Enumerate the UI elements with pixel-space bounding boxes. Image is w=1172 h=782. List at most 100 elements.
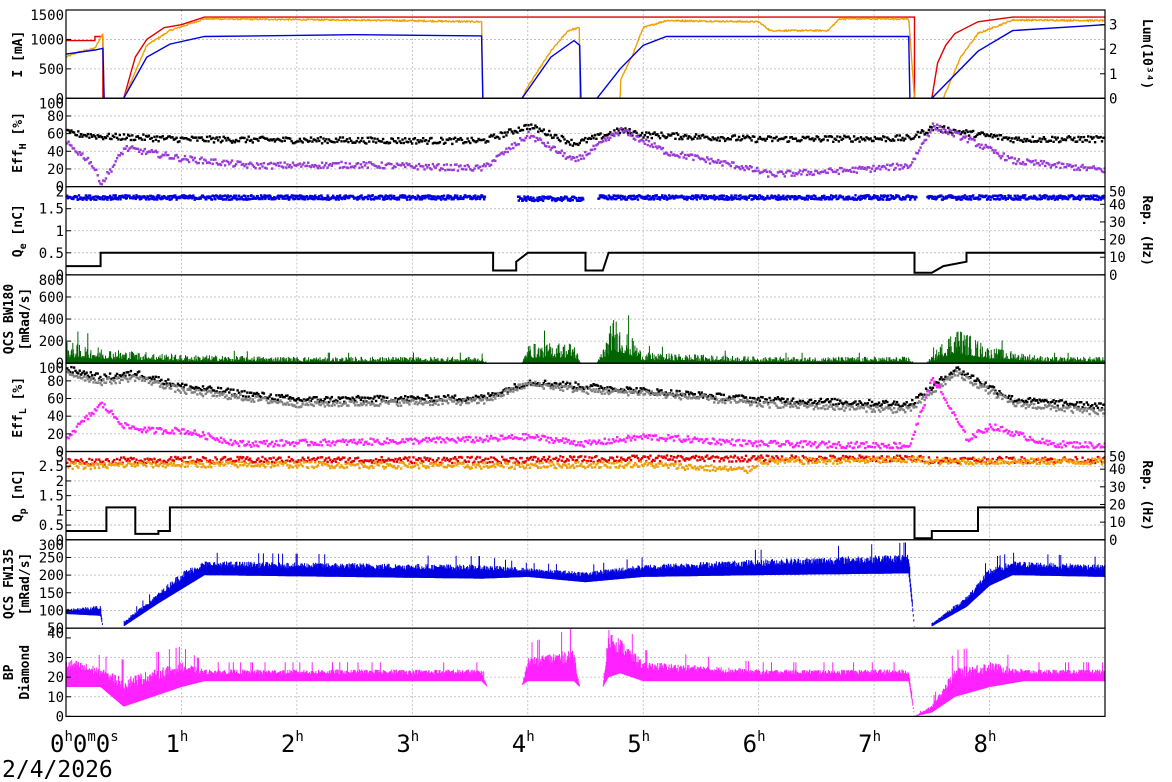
panel-2-ylabel2: Rep. (Hz) xyxy=(1139,196,1154,266)
panel-0-ytick2-0: 0 xyxy=(1109,91,1117,107)
panel-4-ytick-4: 80 xyxy=(47,374,64,390)
panel-2-ytick2-1: 10 xyxy=(1109,250,1126,266)
panel-3-ylabel: QCS BW180 xyxy=(2,284,17,355)
panel-1-plot-area xyxy=(66,122,1105,186)
panel-2-ytick-1: 0.5 xyxy=(39,246,64,262)
panel-7-ytick-4: 40 xyxy=(47,626,64,642)
panel-3-series-0 xyxy=(66,315,1105,364)
panel-7-ytick-1: 10 xyxy=(47,690,64,706)
panel-0-series-2 xyxy=(66,24,1105,99)
panel-5-ytick-6: 3 xyxy=(56,450,64,466)
panel-6-ytick-2: 150 xyxy=(39,586,64,602)
panel-5-series-1 xyxy=(66,456,1105,474)
panel-5-grid xyxy=(66,451,1105,540)
panel-4-ytick-3: 60 xyxy=(47,392,64,408)
x-tick-0: 0h0m0s xyxy=(50,729,119,758)
panel-3-plot-area xyxy=(66,315,1105,364)
panel-3-ytick-4: 800 xyxy=(39,273,64,289)
panel-5-ytick-4: 2 xyxy=(56,474,64,490)
panel-1-ytick-0: 0 xyxy=(56,180,64,196)
panel-5-plot-area xyxy=(66,454,1105,540)
panel-2-plot-area xyxy=(66,194,1105,274)
panel-2-series-0 xyxy=(66,194,1105,203)
panel-1-series-0 xyxy=(66,123,1105,147)
panel-0-grid xyxy=(66,10,1105,99)
panel-5-ylabel2: Rep. (Hz) xyxy=(1139,460,1154,530)
panel-2-ytick2-2: 20 xyxy=(1109,233,1126,249)
panel-4-ytick-1: 20 xyxy=(47,427,64,443)
panel-6-ytick-0: 50 xyxy=(47,621,64,637)
time-axis: 0h0m0s 1h 2h 3h 4h 5h 6h 7h 8h xyxy=(50,729,996,758)
panel-2-ytick2-4: 40 xyxy=(1109,197,1126,213)
panel-7-frame xyxy=(65,627,1106,717)
x-tick-2: 2h xyxy=(281,729,304,758)
panel-0-plot-area xyxy=(66,16,1105,99)
panel-1-ytick-2: 40 xyxy=(47,144,64,160)
x-tick-4: 4h xyxy=(512,729,535,758)
panel-6-ytick-1: 100 xyxy=(39,603,64,619)
panel-7-plot-area xyxy=(66,629,1105,717)
x-tick-8: 8h xyxy=(974,729,997,758)
panel-4-ylabel: EffL [%] xyxy=(11,377,29,438)
panel-5-ytick-0: 0 xyxy=(56,533,64,549)
panel-2-ytick-2: 1 xyxy=(56,224,64,240)
panel-6-ylabel-b: [mRad/s] xyxy=(18,553,33,616)
panel-7-ytick-0: 0 xyxy=(56,709,64,725)
panel-1-series-1 xyxy=(66,122,1105,186)
panel-7: 0 10 20 30 40 BP Diamond xyxy=(2,626,1106,725)
panel-0-ylabel2: Lum(10³⁴) xyxy=(1139,19,1154,89)
panel-3-ytick-0: 0 xyxy=(56,356,64,372)
panel-6-ytick-5: 300 xyxy=(39,538,64,554)
panel-2-ytick-0: 0 xyxy=(56,268,64,284)
panel-4-series-2 xyxy=(66,377,1105,450)
panel-6-ylabel: QCS FW135 xyxy=(2,549,17,619)
panel-5-ytick-1: 0.5 xyxy=(39,518,64,534)
panel-5-ytick2-2: 20 xyxy=(1109,497,1126,513)
panel-0-ytick-3: 1500 xyxy=(30,8,64,24)
panel-5-ytick-2: 1 xyxy=(56,503,64,519)
panel-2-ytick-3: 1.5 xyxy=(39,202,64,218)
panel-3-ytick-1: 200 xyxy=(39,334,64,350)
panel-7-series-0 xyxy=(66,629,1105,717)
panel-3-ytick-2: 400 xyxy=(39,312,64,328)
panel-5-ylabel: Qp [nC] xyxy=(11,469,29,522)
panel-5-ytick2-4: 40 xyxy=(1109,462,1126,478)
panel-1-ytick-1: 20 xyxy=(47,162,64,178)
panel-2-ytick2-5: 50 xyxy=(1109,185,1126,201)
panel-0-ytick-0: 0 xyxy=(56,91,64,107)
panel-2-ytick2-3: 30 xyxy=(1109,215,1126,231)
panel-0-ytick2-3: 3 xyxy=(1109,18,1117,34)
x-tick-1: 1h xyxy=(165,729,188,758)
panel-7-ytick-2: 20 xyxy=(47,670,64,686)
panel-5-ytick-5: 2.5 xyxy=(39,459,64,475)
panel-5-ytick2-1: 10 xyxy=(1109,515,1126,531)
panel-4-plot-area xyxy=(66,365,1105,450)
panel-0-ytick-2: 1000 xyxy=(30,32,64,48)
panel-2-ytick2-0: 0 xyxy=(1109,268,1117,284)
x-tick-7: 7h xyxy=(858,729,881,758)
panel-7-ylabel: BP xyxy=(2,664,17,680)
panel-3-ytick-3: 600 xyxy=(39,290,64,306)
panel-0-ytick2-1: 1 xyxy=(1109,67,1117,83)
panel-1-ylabel: EffH [%] xyxy=(11,112,29,173)
panel-4-ytick-0: 0 xyxy=(56,445,64,461)
panel-5-ytick2-0: 0 xyxy=(1109,533,1117,549)
panel-0-series-1 xyxy=(66,16,1105,99)
x-tick-3: 3h xyxy=(396,729,419,758)
panel-7-ytick-3: 30 xyxy=(47,651,64,667)
panel-0-ylabel: I [mA] xyxy=(11,31,26,78)
panel-4-ytick-5: 100 xyxy=(39,361,64,377)
panel-1-ytick-3: 60 xyxy=(47,127,64,143)
panel-3-ylabel-b: [mRad/s] xyxy=(18,288,33,351)
date-label: 2/4/2026 xyxy=(2,757,113,782)
panel-0-ytick2-2: 2 xyxy=(1109,42,1117,58)
panel-7-ylabel-b: Diamond xyxy=(18,645,33,700)
panel-5-ytick-3: 1.5 xyxy=(39,489,64,505)
